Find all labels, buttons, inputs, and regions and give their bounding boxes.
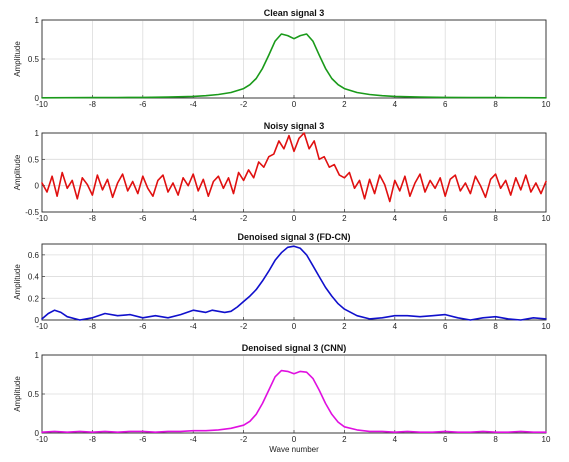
series-line <box>41 245 547 321</box>
x-tick-label: 6 <box>443 214 448 223</box>
x-tick-label: 2 <box>342 322 347 331</box>
x-tick-label: 8 <box>493 322 498 331</box>
x-tick-label: 0 <box>292 322 297 331</box>
y-tick-label: 0 <box>35 316 40 325</box>
x-tick-label: -6 <box>139 100 147 109</box>
y-tick-label: 0.5 <box>28 155 40 164</box>
x-tick-label: -2 <box>240 100 248 109</box>
x-tick-label: -4 <box>190 100 198 109</box>
axes-frame <box>41 354 547 434</box>
x-tick-label: -4 <box>190 435 198 444</box>
x-tick-label: -10 <box>36 435 48 444</box>
y-tick-label: 0.5 <box>28 390 40 399</box>
y-tick-label: 1 <box>35 129 40 138</box>
x-tick-label: 4 <box>393 100 398 109</box>
panel-4: -10 -8 -6 -4 -2 0 2 4 6 8 10 0 0.5 1 Denoised signal 3… <box>13 343 551 454</box>
x-tick-label: -10 <box>36 322 48 331</box>
x-tick-label: 0 <box>292 100 297 109</box>
y-tick-label: 0 <box>35 429 40 438</box>
x-tick-label: 10 <box>542 214 551 223</box>
x-tick-label: -6 <box>139 435 147 444</box>
x-tick-label: -8 <box>89 322 97 331</box>
x-tick-label: -6 <box>139 214 147 223</box>
y-tick-label: -0.5 <box>25 208 39 217</box>
x-tick-label: 10 <box>542 100 551 109</box>
y-tick-label: 0 <box>35 182 40 191</box>
axes-frame <box>41 132 547 213</box>
x-tick-label: 4 <box>393 322 398 331</box>
x-tick-label: -4 <box>190 322 198 331</box>
y-axis-label: Amplitude <box>13 154 22 190</box>
x-tick-label: 2 <box>342 100 347 109</box>
x-tick-label: 6 <box>443 100 448 109</box>
x-tick-label: 2 <box>342 214 347 223</box>
series-line <box>41 132 547 203</box>
x-tick-label: -10 <box>36 214 48 223</box>
x-tick-label: 8 <box>493 100 498 109</box>
series-line <box>41 369 547 434</box>
y-tick-label: 0 <box>35 94 40 103</box>
y-tick-label: 0.5 <box>28 55 40 64</box>
panel-title: Clean signal 3 <box>264 8 325 18</box>
y-axis-label: Amplitude <box>13 264 22 300</box>
x-tick-label: -2 <box>240 214 248 223</box>
x-tick-label: -10 <box>36 100 48 109</box>
panel-title: Denoised signal 3 (FD-CN) <box>237 232 350 242</box>
x-tick-label: 4 <box>393 214 398 223</box>
x-tick-label: -8 <box>89 435 97 444</box>
y-axis-label: Amplitude <box>13 41 22 77</box>
panel-1: -10 -8 -6 -4 -2 0 2 4 6 8 10 0 0.5 1 Clean signal 3 Amp… <box>13 8 551 109</box>
x-tick-label: 2 <box>342 435 347 444</box>
x-tick-label: -2 <box>240 435 248 444</box>
x-tick-label: -6 <box>139 322 147 331</box>
x-tick-label: 10 <box>542 322 551 331</box>
x-tick-label: 6 <box>443 322 448 331</box>
axes-frame <box>41 243 547 321</box>
panel-2: -10 -8 -6 -4 -2 0 2 4 6 8 10 -0.5 0 0.5 1 Noisy signal … <box>13 121 551 223</box>
axes-frame <box>41 19 547 99</box>
panel-3: -10 -8 -6 -4 -2 0 2 4 6 8 10 0 0.2 0.4 0.6 Denoised sig… <box>13 232 551 331</box>
y-tick-label: 0.2 <box>28 294 40 303</box>
x-tick-label: 6 <box>443 435 448 444</box>
x-axis-label: Wave number <box>269 445 319 454</box>
y-tick-label: 0.4 <box>28 273 40 282</box>
y-tick-label: 1 <box>35 16 40 25</box>
y-axis-label: Amplitude <box>13 376 22 412</box>
x-tick-label: -4 <box>190 214 198 223</box>
y-tick-label: 1 <box>35 351 40 360</box>
x-tick-label: -8 <box>89 100 97 109</box>
y-tick-label: 0.6 <box>28 251 40 260</box>
x-tick-label: -8 <box>89 214 97 223</box>
panel-title: Denoised signal 3 (CNN) <box>242 343 347 353</box>
panel-title: Noisy signal 3 <box>264 121 325 131</box>
x-tick-label: 4 <box>393 435 398 444</box>
series-line <box>41 33 547 99</box>
x-tick-label: 10 <box>542 435 551 444</box>
x-tick-label: 8 <box>493 435 498 444</box>
x-tick-label: -2 <box>240 322 248 331</box>
x-tick-label: 0 <box>292 435 297 444</box>
x-tick-label: 8 <box>493 214 498 223</box>
x-tick-label: 0 <box>292 214 297 223</box>
